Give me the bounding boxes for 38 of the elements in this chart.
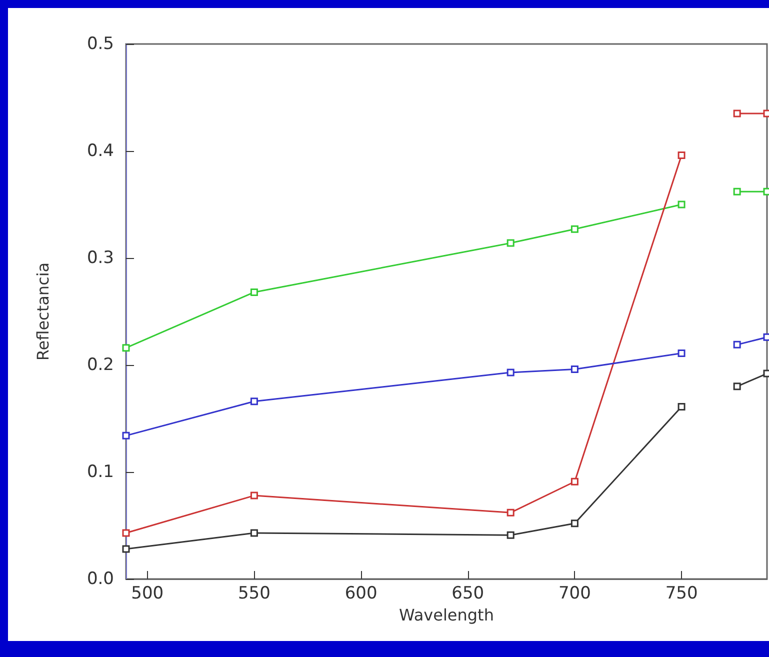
- x-tick-label: 600: [344, 584, 378, 604]
- x-axis-title: Wavelength: [399, 605, 494, 624]
- point: [733, 382, 741, 390]
- point: [678, 349, 686, 357]
- y-tick-label: 0.3: [86, 248, 114, 268]
- point: [678, 152, 686, 160]
- x-tick-label: 500: [131, 584, 164, 604]
- y-axis-title: Reflectancia: [34, 262, 52, 361]
- x-tick-label: 650: [452, 584, 484, 604]
- y-tick-label: 0.2: [86, 355, 114, 375]
- x-tick-label: 550: [238, 584, 270, 604]
- point: [250, 288, 258, 296]
- point: [570, 478, 578, 486]
- point: [122, 529, 130, 537]
- point: [570, 520, 578, 528]
- y-tick-label: 0.4: [86, 141, 114, 161]
- y-tick-label: 0.1: [86, 462, 114, 482]
- y-tick-label: 0.0: [86, 569, 114, 589]
- point: [570, 225, 578, 233]
- point: [733, 340, 741, 348]
- point: [678, 402, 686, 410]
- point: [250, 529, 258, 537]
- point: [733, 110, 741, 118]
- point: [506, 508, 514, 516]
- point: [506, 531, 514, 539]
- y-tick-label: 0.5: [86, 34, 114, 54]
- x-tick-label: 750: [665, 584, 698, 604]
- point: [250, 492, 258, 500]
- point: [570, 366, 578, 374]
- point: [250, 398, 258, 406]
- point: [506, 239, 514, 247]
- x-tick-label: 700: [558, 584, 591, 604]
- point: [506, 368, 514, 376]
- point: [733, 188, 741, 196]
- point: [678, 200, 686, 208]
- point: [122, 344, 130, 352]
- point: [122, 545, 130, 553]
- point: [122, 432, 130, 440]
